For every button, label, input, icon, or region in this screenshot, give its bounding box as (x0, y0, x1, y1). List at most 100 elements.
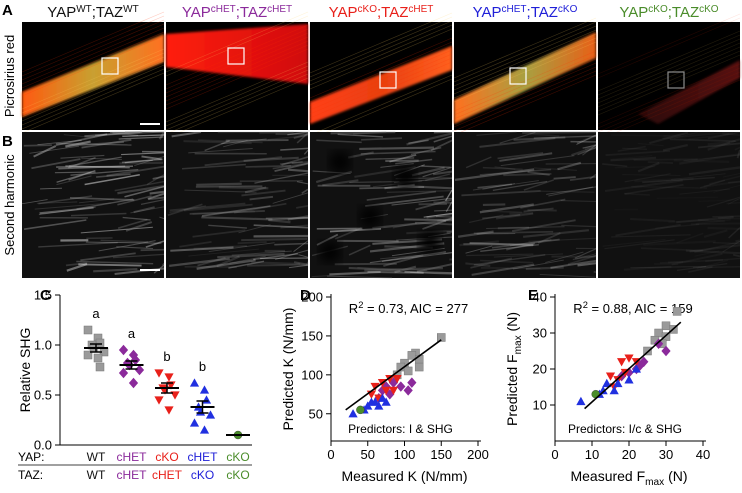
x-tick-label: cKO (226, 450, 249, 464)
point (129, 378, 138, 388)
x-tick-label: 20 (622, 447, 636, 462)
axis-label: R2 = 0.73, AIC = 277 (349, 300, 468, 316)
point (404, 367, 412, 375)
point (576, 397, 585, 405)
micrographs (22, 12, 740, 278)
point (617, 358, 626, 366)
x-tick-label: 100 (394, 447, 416, 462)
fit-line (346, 340, 442, 410)
point (673, 307, 681, 315)
allele: cKO (558, 4, 578, 15)
label-part: = 0.73, AIC = 277 (363, 301, 468, 316)
axis-label: Relative SHG (17, 328, 33, 413)
x-tick-label: 0 (327, 447, 334, 462)
y-tick-label: 150 (301, 328, 323, 343)
axis-label: Measured K (N/mm) (341, 468, 467, 484)
significance-letter: a (128, 326, 136, 341)
point (415, 363, 423, 371)
fiber (24, 145, 52, 146)
fiber (331, 132, 396, 133)
x-tick-label: 150 (430, 447, 452, 462)
point (154, 369, 163, 377)
genotype-label: YAPcKO;TAZcKO (619, 4, 718, 21)
x-tick-label: WT (87, 468, 106, 482)
fiber (246, 166, 291, 167)
fiber (727, 203, 740, 204)
gene: ;TAZ (236, 4, 267, 21)
point (119, 345, 128, 355)
label-part: (N) (504, 312, 520, 335)
panel-label: A (2, 2, 13, 19)
y-tick-label: 100 (301, 367, 323, 382)
fiber (728, 182, 740, 183)
fiber (483, 204, 505, 205)
row-label: Second harmonic (2, 154, 17, 256)
fiber (477, 233, 516, 234)
panel-label: B (2, 133, 13, 150)
genotype-label: YAPcHET;TAZcKO (473, 4, 578, 21)
point (135, 365, 144, 375)
dark-region (394, 166, 416, 188)
y-tick-label: 20 (533, 362, 547, 377)
fiber (78, 264, 141, 265)
x-tick-label: cKO (191, 468, 214, 482)
allele: cKO (648, 4, 668, 15)
significance-letter: b (199, 359, 206, 374)
label-part: R (573, 301, 582, 316)
genotype-label: YAPcHET;TAZcHET (182, 4, 292, 21)
fiber (141, 250, 164, 251)
point (356, 406, 364, 414)
genotype-label: YAPcKO;TAZcHET (329, 4, 434, 21)
significance-letter: b (163, 349, 170, 364)
allele: cHET (267, 4, 292, 15)
label-part: Measured F (570, 468, 645, 484)
gene: YAP (473, 4, 502, 21)
gene: YAP (619, 4, 648, 21)
label-part: (N) (664, 468, 687, 484)
fiber (219, 187, 268, 188)
y-tick-label: 10 (533, 398, 547, 413)
point (94, 354, 102, 362)
x-tick-label: 200 (467, 447, 489, 462)
dark-region (359, 206, 381, 228)
point (164, 373, 173, 381)
point (190, 378, 199, 386)
allele: cHET (408, 4, 433, 15)
allele: cHET (502, 4, 527, 15)
fiber (241, 239, 307, 240)
fiber (611, 135, 681, 136)
axis-label: Predicted Fmax (N) (504, 312, 524, 426)
subscript: max (513, 335, 524, 354)
point (164, 406, 173, 414)
label-part: Predicted F (504, 354, 520, 426)
fiber (56, 166, 133, 167)
point (610, 386, 619, 394)
allele: cKO (699, 4, 719, 15)
y-tick-label: 40 (533, 290, 547, 305)
x-tick-label: 50 (361, 447, 375, 462)
x-tick-label: WT (87, 450, 106, 464)
fiber (707, 228, 740, 229)
point (200, 385, 209, 393)
y-tick-label: 200 (301, 290, 323, 305)
x-tick-label: cKO (226, 468, 249, 482)
x-tick-label: 30 (659, 447, 673, 462)
x-tick-label: cHET (188, 450, 219, 464)
x-tick-label: 40 (696, 447, 710, 462)
gene: ;TAZ (377, 4, 408, 21)
significance-letter: a (92, 306, 100, 321)
fiber (359, 148, 434, 149)
annotation: Predictors: I/c & SHG (568, 422, 682, 436)
x-tick-label: cHET (117, 468, 148, 482)
fiber (335, 264, 397, 265)
y-tick-label: 0.5 (34, 388, 52, 403)
dark-region (319, 241, 341, 263)
gene: YAP (47, 4, 76, 21)
point (408, 351, 416, 359)
gene: ;TAZ (92, 4, 123, 21)
fiber (526, 268, 564, 269)
fiber (634, 159, 698, 160)
subscript: max (645, 477, 664, 488)
point (206, 410, 215, 418)
fiber (648, 162, 673, 163)
